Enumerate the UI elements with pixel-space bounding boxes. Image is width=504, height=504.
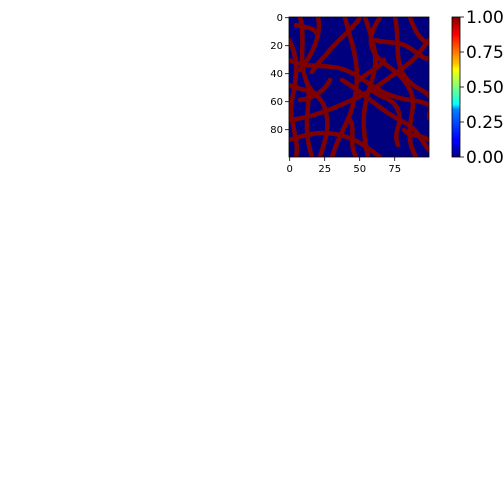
x-tick-label: 75 [388,164,401,175]
strand [392,17,429,99]
strand [401,127,429,143]
colorbar-gradient [451,16,461,158]
y-tick-label: 20 [270,41,283,52]
y-tick-label: 0 [277,13,283,24]
y-tick-label: 40 [270,69,283,80]
heatmap-strands [289,17,429,157]
colorbar-tick-label: 0.75 [466,43,504,63]
colorbar-tick-label: 0.25 [466,113,504,133]
strand [303,77,330,157]
colorbar-tick-label: 1.00 [466,8,504,28]
strand [357,57,387,83]
colorbar-ticks: 0.00 0.25 0.50 0.75 1.00 [460,8,504,168]
strand [407,17,429,47]
y-tick-label: 60 [270,97,283,108]
x-tick-label: 25 [318,164,331,175]
strand [289,82,319,99]
y-tick-label: 80 [270,125,283,136]
y-axis: 0 20 40 60 80 [270,13,289,136]
x-axis: 0 25 50 75 [287,157,401,175]
strand [347,117,359,157]
strand [297,77,333,103]
x-tick-label: 0 [287,164,293,175]
strand [373,37,429,61]
colorbar-tick-label: 0.00 [466,148,504,168]
colorbar-tick-label: 0.50 [466,78,504,98]
strand [369,87,402,148]
heatmap-image [289,17,429,157]
strand [293,22,321,39]
plot-frame [288,16,430,158]
strand [289,37,300,157]
colorbar: 0.00 0.25 0.50 0.75 1.00 [451,8,504,168]
strand [309,17,363,75]
strand [289,130,383,157]
x-tick-label: 50 [353,164,366,175]
